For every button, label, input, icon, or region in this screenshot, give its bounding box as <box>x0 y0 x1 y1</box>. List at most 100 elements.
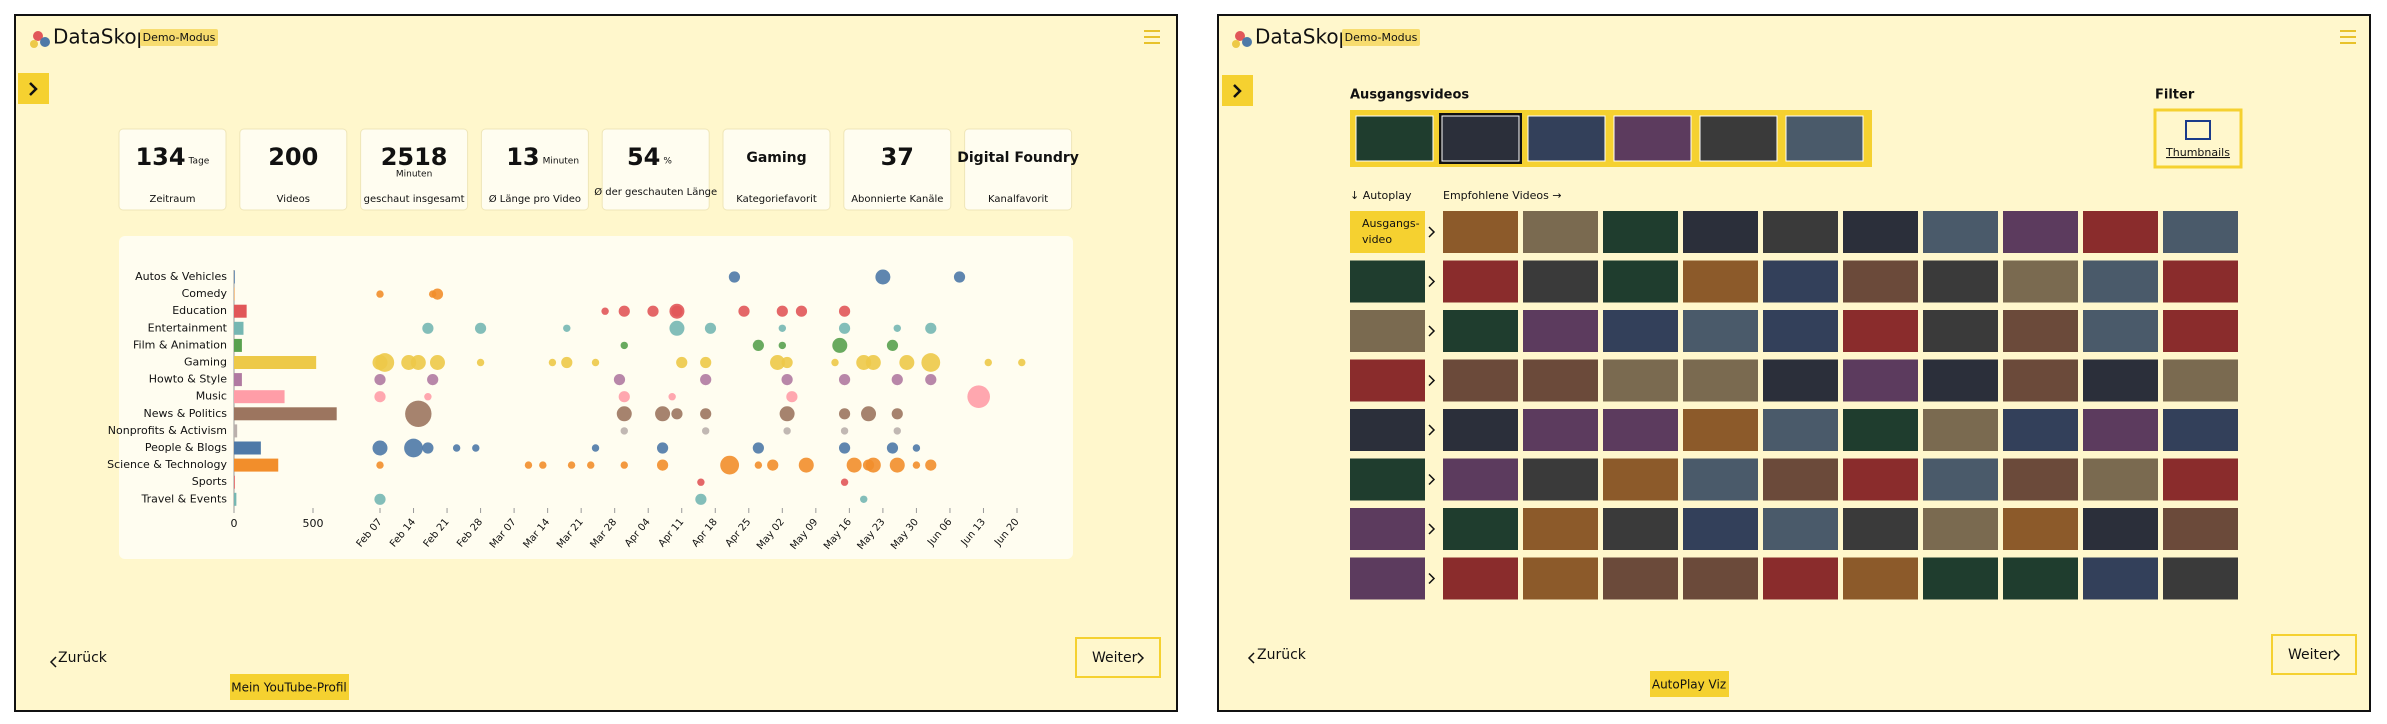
start-thumbnail[interactable] <box>1350 558 1425 600</box>
thumbnail[interactable] <box>1523 459 1598 501</box>
thumbnail[interactable] <box>2003 261 2078 303</box>
thumbnail[interactable] <box>1523 310 1598 352</box>
thumbnail[interactable] <box>2163 211 2238 253</box>
start-thumbnail[interactable] <box>1700 116 1777 161</box>
thumbnail[interactable] <box>1603 360 1678 402</box>
thumbnail[interactable] <box>2083 310 2158 352</box>
thumbnail[interactable] <box>1923 508 1998 550</box>
thumbnail[interactable] <box>1923 409 1998 451</box>
sidebar-toggle[interactable] <box>1222 75 1253 106</box>
thumbnail[interactable] <box>2003 508 2078 550</box>
thumbnail[interactable] <box>1443 409 1518 451</box>
back-button[interactable]: Zurück <box>1257 647 1307 663</box>
thumbnail[interactable] <box>1443 508 1518 550</box>
thumbnail[interactable] <box>1763 409 1838 451</box>
thumbnail[interactable] <box>1603 211 1678 253</box>
thumbnail[interactable] <box>2163 459 2238 501</box>
thumbnail[interactable] <box>2163 558 2238 600</box>
bubble <box>1018 359 1025 366</box>
thumbnail[interactable] <box>1763 558 1838 600</box>
start-thumbnail[interactable] <box>1442 116 1519 161</box>
thumbnail[interactable] <box>1763 310 1838 352</box>
thumbnail[interactable] <box>1523 558 1598 600</box>
thumbnail[interactable] <box>2163 508 2238 550</box>
thumbnail[interactable] <box>1443 459 1518 501</box>
thumbnail[interactable] <box>1763 360 1838 402</box>
thumbnail[interactable] <box>1523 508 1598 550</box>
start-thumbnail[interactable] <box>1786 116 1863 161</box>
thumbnail[interactable] <box>1603 558 1678 600</box>
thumbnail[interactable] <box>2163 261 2238 303</box>
thumbnail[interactable] <box>1923 261 1998 303</box>
start-thumbnail[interactable] <box>1350 459 1425 501</box>
start-thumbnail[interactable] <box>1350 360 1425 402</box>
thumbnail[interactable] <box>1843 310 1918 352</box>
thumbnail[interactable] <box>1763 508 1838 550</box>
thumbnail[interactable] <box>1683 508 1758 550</box>
thumbnail[interactable] <box>1923 558 1998 600</box>
thumbnail[interactable] <box>1683 409 1758 451</box>
thumbnail[interactable] <box>1763 459 1838 501</box>
thumbnail[interactable] <box>1523 360 1598 402</box>
thumbnail[interactable] <box>1683 459 1758 501</box>
thumbnail[interactable] <box>1843 558 1918 600</box>
thumbnail[interactable] <box>1443 558 1518 600</box>
thumbnail[interactable] <box>1923 310 1998 352</box>
thumbnail[interactable] <box>2003 310 2078 352</box>
thumbnail[interactable] <box>1683 211 1758 253</box>
thumbnail[interactable] <box>1443 360 1518 402</box>
start-thumbnail[interactable] <box>1356 116 1433 161</box>
thumbnail[interactable] <box>1523 409 1598 451</box>
thumbnail[interactable] <box>1443 310 1518 352</box>
thumbnail[interactable] <box>1843 211 1918 253</box>
thumbnail[interactable] <box>1603 459 1678 501</box>
thumbnail[interactable] <box>1683 310 1758 352</box>
thumbnail[interactable] <box>2083 360 2158 402</box>
thumbnail[interactable] <box>1683 360 1758 402</box>
thumbnail[interactable] <box>1603 261 1678 303</box>
start-thumbnail[interactable] <box>1350 261 1425 303</box>
thumbnail[interactable] <box>2003 409 2078 451</box>
bubble <box>422 323 433 334</box>
thumbnail[interactable] <box>1443 211 1518 253</box>
thumbnail[interactable] <box>1843 459 1918 501</box>
thumbnail[interactable] <box>1923 459 1998 501</box>
thumbnail[interactable] <box>1523 211 1598 253</box>
thumbnail[interactable] <box>1843 508 1918 550</box>
thumbnail[interactable] <box>1843 261 1918 303</box>
thumbnail[interactable] <box>2163 409 2238 451</box>
thumbnail[interactable] <box>1443 261 1518 303</box>
start-thumbnail[interactable] <box>1528 116 1605 161</box>
thumbnail[interactable] <box>2083 261 2158 303</box>
thumbnail[interactable] <box>2083 409 2158 451</box>
thumbnail[interactable] <box>1763 211 1838 253</box>
start-thumbnail[interactable] <box>1350 310 1425 352</box>
thumbnail[interactable] <box>2003 459 2078 501</box>
thumbnail[interactable] <box>1843 360 1918 402</box>
thumbnail[interactable] <box>1683 558 1758 600</box>
thumbnail[interactable] <box>1603 508 1678 550</box>
thumbnail[interactable] <box>2003 558 2078 600</box>
thumbnail[interactable] <box>1603 310 1678 352</box>
stat-value: Gaming <box>746 150 806 166</box>
thumbnail[interactable] <box>2163 360 2238 402</box>
thumbnail[interactable] <box>2003 360 2078 402</box>
start-thumbnail[interactable] <box>1350 409 1425 451</box>
thumbnail[interactable] <box>2083 459 2158 501</box>
thumbnail[interactable] <box>1923 360 1998 402</box>
thumbnail[interactable] <box>2083 558 2158 600</box>
thumbnail[interactable] <box>2083 508 2158 550</box>
thumbnail[interactable] <box>1683 261 1758 303</box>
thumbnail[interactable] <box>1763 261 1838 303</box>
start-thumbnail[interactable] <box>1350 508 1425 550</box>
sidebar-toggle[interactable] <box>18 73 49 104</box>
thumbnail[interactable] <box>2163 310 2238 352</box>
back-button[interactable]: Zurück <box>58 650 108 666</box>
thumbnail[interactable] <box>1523 261 1598 303</box>
thumbnail[interactable] <box>1923 211 1998 253</box>
thumbnail[interactable] <box>2083 211 2158 253</box>
start-thumbnail[interactable] <box>1614 116 1691 161</box>
thumbnail[interactable] <box>1843 409 1918 451</box>
thumbnail[interactable] <box>1603 409 1678 451</box>
thumbnail[interactable] <box>2003 211 2078 253</box>
